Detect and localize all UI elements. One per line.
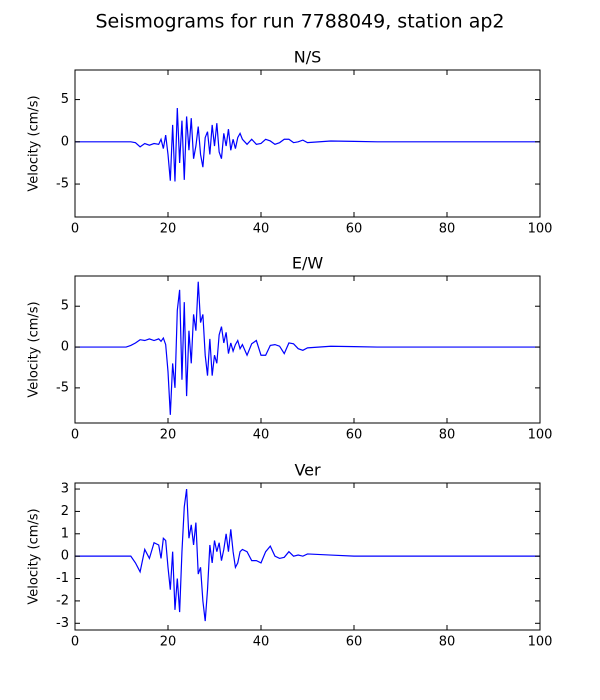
x-tick-label: 80 bbox=[439, 222, 456, 237]
y-tick-label: 0 bbox=[61, 340, 69, 355]
plot-area bbox=[75, 281, 540, 415]
x-tick-label: 20 bbox=[160, 222, 177, 237]
y-tick-label: -1 bbox=[56, 571, 69, 586]
y-tick-label: -2 bbox=[56, 593, 69, 608]
x-tick-label: 20 bbox=[160, 428, 177, 443]
y-tick-label: 0 bbox=[61, 134, 69, 149]
plot-area bbox=[75, 488, 540, 622]
x-tick-label: 80 bbox=[439, 635, 456, 650]
plot-area bbox=[75, 107, 540, 182]
x-tick-label: 100 bbox=[528, 222, 553, 237]
y-tick-label: -5 bbox=[56, 177, 69, 192]
y-tick-label: 1 bbox=[61, 526, 69, 541]
y-axis-label: Velocity (cm/s) bbox=[27, 95, 42, 191]
x-tick-label: 60 bbox=[346, 428, 363, 443]
x-tick-label: 40 bbox=[253, 222, 270, 237]
x-tick-label: 0 bbox=[71, 635, 79, 650]
x-tick-label: 60 bbox=[346, 222, 363, 237]
axes-title: Ver bbox=[294, 461, 321, 480]
x-tick-label: 40 bbox=[253, 428, 270, 443]
y-tick-label: -5 bbox=[56, 380, 69, 395]
y-tick-label: 5 bbox=[61, 92, 69, 107]
y-tick-label: -3 bbox=[56, 616, 69, 631]
axes-frame bbox=[74, 482, 541, 631]
series-line bbox=[75, 281, 540, 415]
axes-title: E/W bbox=[292, 254, 324, 273]
x-tick-label: 80 bbox=[439, 428, 456, 443]
x-tick-label: 20 bbox=[160, 635, 177, 650]
y-tick-label: 3 bbox=[61, 482, 69, 497]
axes-frame bbox=[74, 69, 541, 218]
y-axis-label: Velocity (cm/s) bbox=[27, 301, 42, 397]
x-tick-label: 0 bbox=[71, 428, 79, 443]
axes-title: N/S bbox=[294, 48, 322, 67]
series-line bbox=[75, 107, 540, 182]
series-line bbox=[75, 488, 540, 622]
x-tick-label: 40 bbox=[253, 635, 270, 650]
y-tick-label: 0 bbox=[61, 549, 69, 564]
figure-title: Seismograms for run 7788049, station ap2 bbox=[95, 11, 504, 33]
y-tick-label: 2 bbox=[61, 504, 69, 519]
x-tick-label: 60 bbox=[346, 635, 363, 650]
x-tick-label: 100 bbox=[528, 635, 553, 650]
x-tick-label: 100 bbox=[528, 428, 553, 443]
x-tick-label: 0 bbox=[71, 222, 79, 237]
y-tick-label: 5 bbox=[61, 299, 69, 314]
axes-frame bbox=[74, 275, 541, 424]
y-axis-label: Velocity (cm/s) bbox=[27, 508, 42, 604]
